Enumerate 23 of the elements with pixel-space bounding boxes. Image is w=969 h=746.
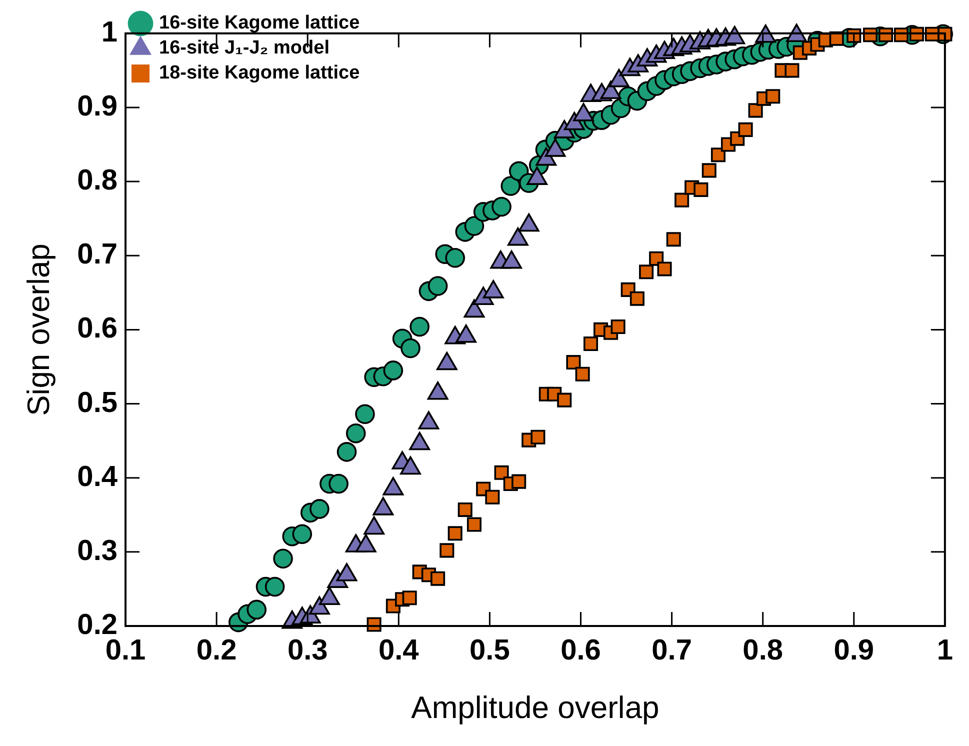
- y-axis-title: Sign overlap: [21, 244, 56, 416]
- y-tick-label: 0.6: [77, 312, 118, 345]
- x-axis-title: Amplitude overlap: [411, 690, 660, 725]
- x-tick-label: 0.1: [105, 634, 146, 666]
- y-tick-label: 0.9: [77, 90, 118, 122]
- x-tick-label: 1: [936, 634, 954, 666]
- x-tick-label: 0.4: [378, 634, 419, 666]
- x-tick-label: 0.9: [834, 634, 874, 666]
- legend-label: 16-site Kagome lattice: [159, 12, 360, 34]
- y-tick-label: 0.8: [77, 164, 118, 197]
- x-tick-label: 0.2: [196, 634, 237, 666]
- x-tick-label: 0.6: [560, 634, 601, 666]
- x-tick-label: 0.3: [287, 634, 328, 666]
- legend-label: 16-site J₁-J₂ model: [159, 38, 330, 59]
- y-tick-label: 0.3: [77, 534, 118, 567]
- x-tick-label: 0.5: [470, 634, 510, 666]
- x-tick-label: 0.8: [742, 634, 784, 666]
- y-tick-label: 0.4: [77, 460, 118, 493]
- y-tick-label: 0.5: [77, 386, 118, 419]
- x-tick-label: 0.7: [652, 634, 692, 666]
- y-tick-label: 1: [101, 16, 118, 48]
- y-tick-label: 0.7: [77, 238, 118, 271]
- legend-label: 18-site Kagome lattice: [159, 62, 360, 84]
